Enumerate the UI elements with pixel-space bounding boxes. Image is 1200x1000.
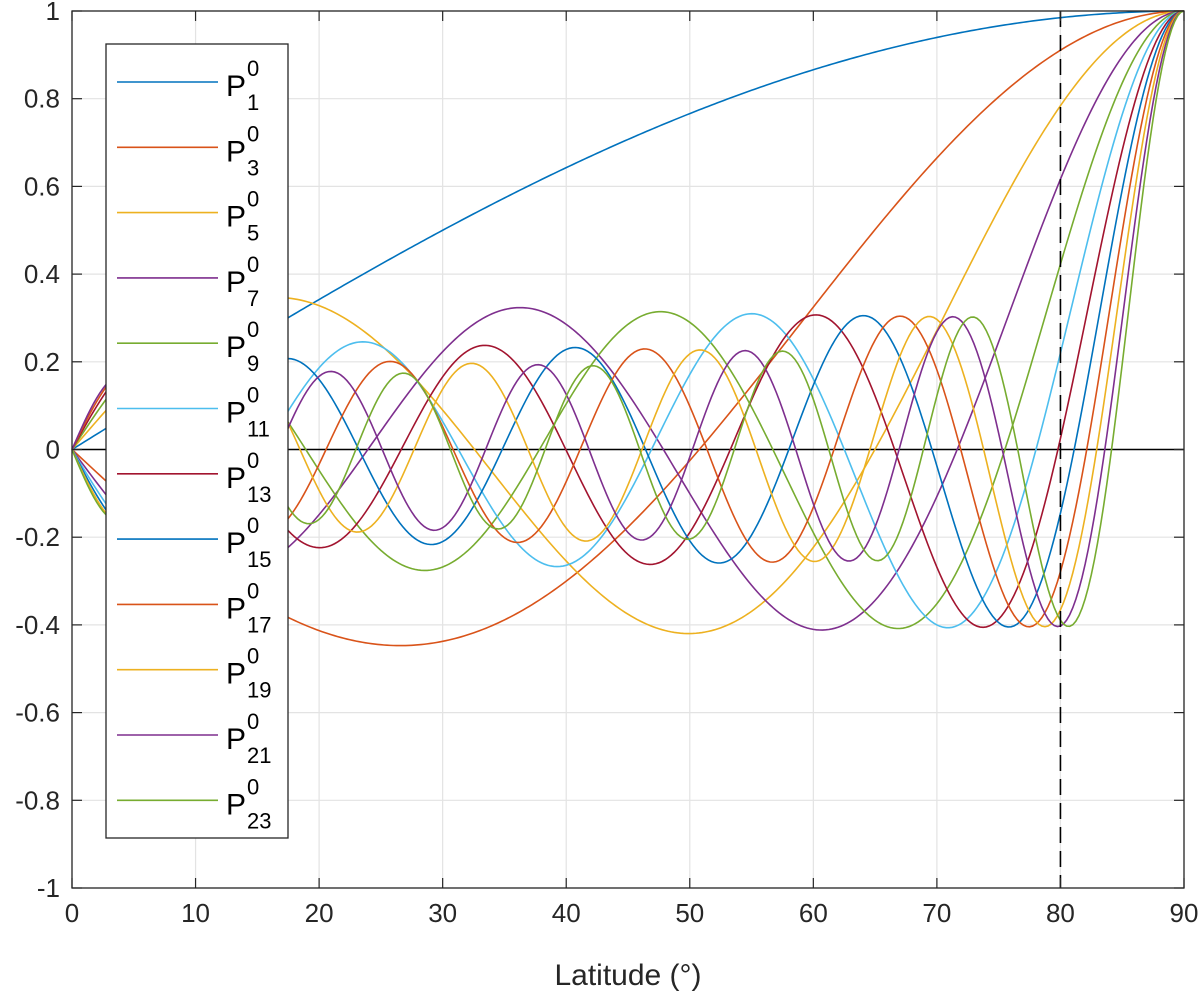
- legend-label-sub: 15: [247, 547, 271, 572]
- legend-label: P: [226, 331, 246, 364]
- legend-label-sub: 1: [247, 90, 259, 115]
- y-tick-label: -0.8: [15, 785, 60, 815]
- legend-label-sub: 5: [247, 221, 259, 246]
- x-tick-label: 90: [1170, 898, 1199, 928]
- legend-label-sub: 23: [247, 808, 271, 833]
- axis-ticks: 0 10 20 30 40 50 60 70 80 9010.80.60.40.20-0.2-0.…: [15, 0, 1198, 928]
- legend-label: P: [226, 723, 246, 756]
- x-tick-label: 40: [552, 898, 581, 928]
- x-tick-label: 70: [922, 898, 951, 928]
- legend-label-sup: 0: [247, 56, 259, 81]
- x-tick-label: 0: [65, 898, 79, 928]
- legend-label-sub: 9: [247, 351, 259, 376]
- x-tick-label: 50: [675, 898, 704, 928]
- legend-label: P: [226, 201, 246, 234]
- legend-label-sub: 3: [247, 155, 259, 180]
- legend-label-sup: 0: [247, 448, 259, 473]
- y-tick-label: 0: [46, 435, 60, 465]
- y-tick-label: -1: [37, 873, 60, 903]
- y-tick-label: 0.8: [24, 84, 60, 114]
- legend: P01P03P05P07P09P011P013P015P017P019P021P…: [105, 43, 289, 839]
- legend-label-sub: 19: [247, 678, 271, 703]
- x-tick-label: 80: [1046, 898, 1075, 928]
- legend-label: P: [226, 788, 246, 821]
- legend-label: P: [226, 397, 246, 430]
- legend-label-sup: 0: [247, 709, 259, 734]
- legend-label-sub: 21: [247, 743, 271, 768]
- legend-label: P: [226, 527, 246, 560]
- legend-label-sub: 17: [247, 612, 271, 637]
- legend-label-sup: 0: [247, 383, 259, 408]
- legend-label-sup: 0: [247, 187, 259, 212]
- y-tick-label: -0.2: [15, 522, 60, 552]
- y-tick-label: 0.2: [24, 347, 60, 377]
- legend-label-sub: 11: [247, 417, 270, 442]
- legend-label-sup: 0: [247, 578, 259, 603]
- legend-label-sup: 0: [247, 513, 259, 538]
- legend-label-sup: 0: [247, 317, 259, 342]
- legend-label-sub: 7: [247, 286, 259, 311]
- y-tick-label: 1: [46, 0, 60, 26]
- legend-label: P: [226, 592, 246, 625]
- legend-box: [105, 43, 289, 839]
- y-tick-label: 0.6: [24, 171, 60, 201]
- legend-label-sup: 0: [247, 121, 259, 146]
- x-axis-label: Latitude (°): [554, 959, 701, 992]
- legend-label: P: [226, 462, 246, 495]
- x-tick-label: 60: [799, 898, 828, 928]
- legend-label: P: [226, 135, 246, 168]
- x-tick-label: 20: [305, 898, 334, 928]
- y-tick-label: 0.4: [24, 259, 60, 289]
- legend-label-sup: 0: [247, 774, 259, 799]
- legend-label: P: [226, 658, 246, 691]
- legend-label-sub: 13: [247, 482, 271, 507]
- x-tick-label: 10: [181, 898, 210, 928]
- y-tick-label: -0.6: [15, 698, 60, 728]
- legend-label-sup: 0: [247, 252, 259, 277]
- y-tick-label: -0.4: [15, 610, 60, 640]
- legend-label-sup: 0: [247, 644, 259, 669]
- x-tick-label: 30: [428, 898, 457, 928]
- legend-label: P: [226, 266, 246, 299]
- legend-label: P: [226, 70, 246, 103]
